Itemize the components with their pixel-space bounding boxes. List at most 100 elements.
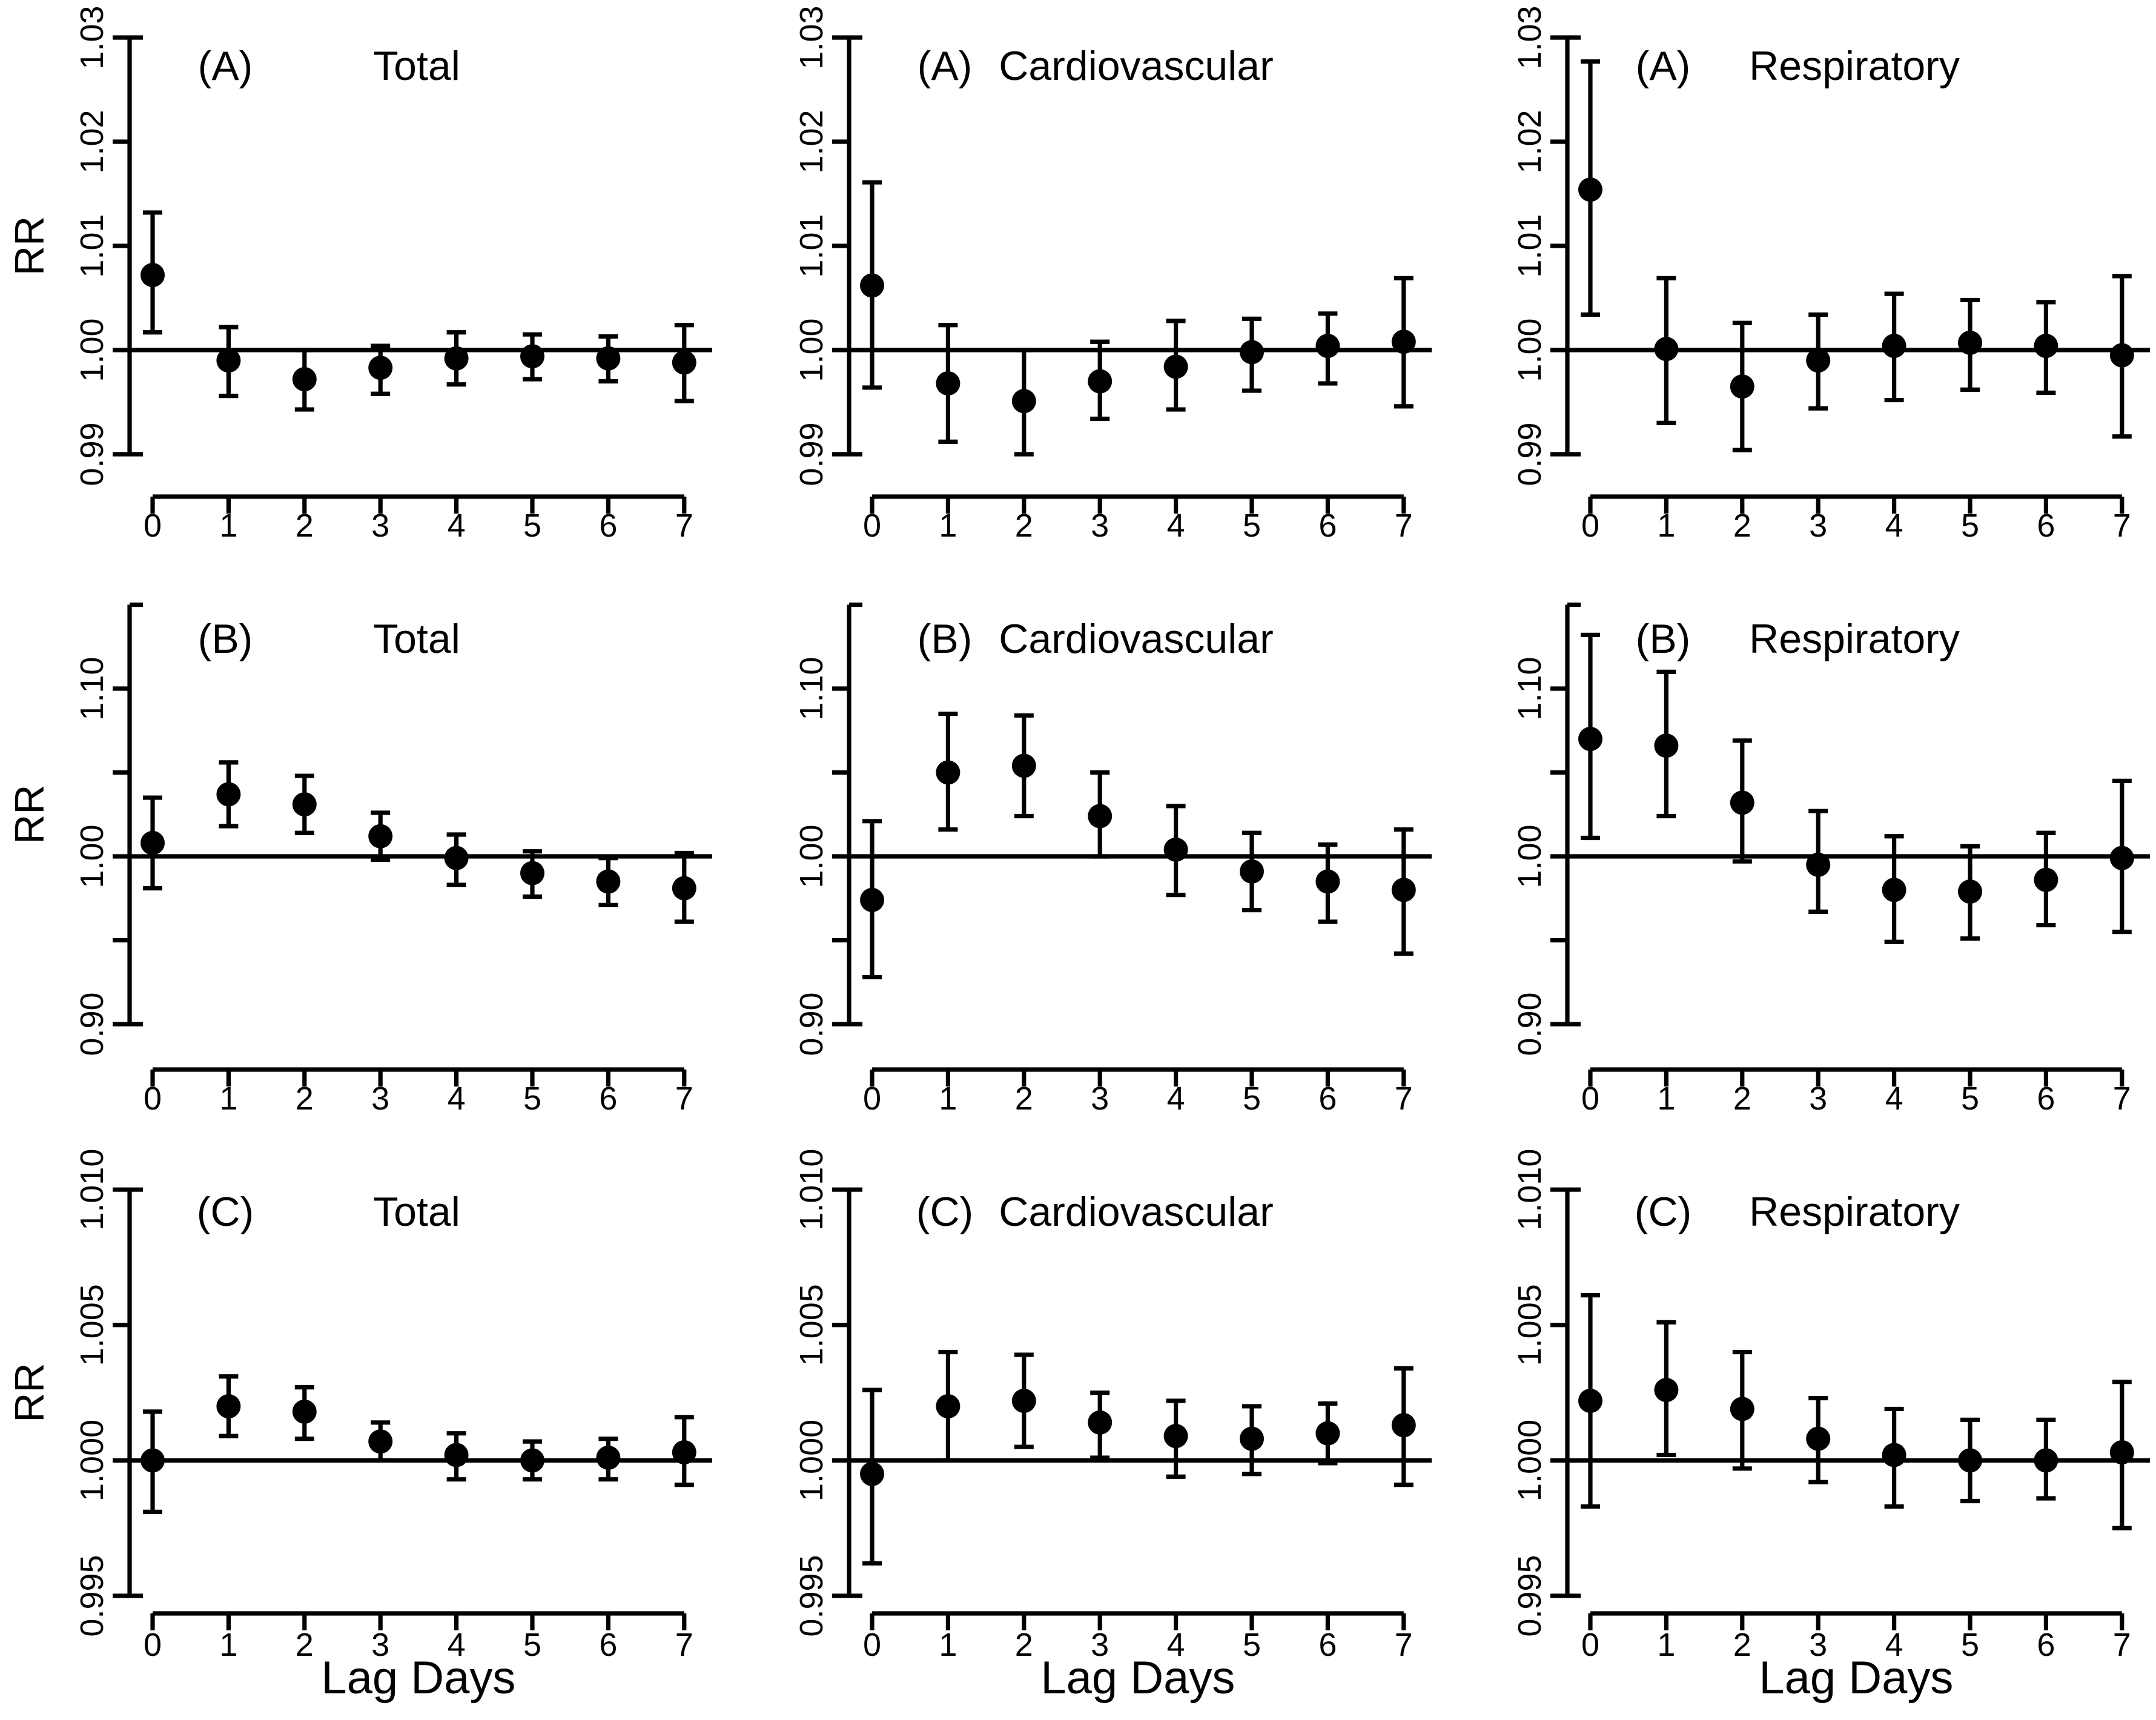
data-point [672,350,696,375]
data-point [1011,753,1036,778]
x-tick-label: 4 [1167,1080,1185,1117]
panel-label: (B) [198,616,253,662]
y-tick-label: 1.00 [793,824,830,888]
data-point [860,1461,884,1486]
panel-a-cardiovascular: 0.99 1.00 1.01 1.02 1.03 0 1 2 3 4 5 6 7 (A) Cardiovas… [719,0,1438,573]
panel-b-respiratory: 0.90 1.00 1.10 0 1 2 3 4 5 6 7 (B) Respiratory [1438,573,2156,1146]
data-point [1958,879,1982,904]
panel-b-respiratory-chart: 0.90 1.00 1.10 0 1 2 3 4 5 6 7 (B) Respiratory [1512,602,2150,1117]
panel-b-total-chart: 0.90 1.00 1.10 0 1 2 3 4 5 6 7 (B) Total RR [7,602,712,1117]
panel-title: Total [373,43,460,89]
data-point [1315,869,1340,894]
data-point [1240,340,1264,365]
x-tick-label: 3 [1091,1627,1109,1663]
x-tick-label: 2 [1733,1627,1751,1663]
data-point [1088,369,1113,394]
panel-label: (A) [918,43,973,89]
x-tick-label: 1 [1657,1080,1675,1117]
panel-title: Total [373,1189,460,1235]
panel-title: Cardiovascular [999,1189,1274,1235]
y-tick-label: 0.995 [74,1555,110,1636]
panel-a-cardiovascular-chart: 0.99 1.00 1.01 1.02 1.03 0 1 2 3 4 5 6 7 (A) Cardiovas… [793,5,1432,544]
data-point [216,1394,241,1418]
x-axis-label: Lag Days [1040,1652,1235,1704]
data-point [292,792,317,817]
x-tick-label: 5 [523,1080,541,1117]
data-point [936,371,961,396]
data-point [1578,177,1602,202]
data-point [2034,1448,2058,1473]
data-point [1391,878,1416,902]
data-point [1088,1410,1113,1435]
x-tick-label: 4 [1885,1080,1903,1117]
y-tick-label: 1.000 [793,1420,830,1501]
x-tick-label: 7 [1395,1080,1413,1117]
panel-a-total-chart: 0.99 1.00 1.01 1.02 1.03 0 1 2 3 4 5 6 7 (A) Total RR [7,5,712,544]
x-tick-label: 6 [2037,1627,2055,1663]
data-point [1882,1443,1906,1467]
x-tick-label: 3 [1809,508,1827,544]
panel-label: (B) [918,616,973,662]
x-tick-label: 4 [448,1627,466,1663]
y-tick-label: 1.010 [1512,1149,1548,1231]
y-tick-label: 1.000 [1512,1420,1548,1501]
y-tick-label: 1.00 [793,318,830,382]
y-tick-label: 1.02 [793,110,830,173]
data-point [1806,1426,1831,1451]
x-tick-label: 3 [1809,1080,1827,1117]
x-tick-label: 5 [1961,1080,1979,1117]
y-tick-label: 1.010 [793,1149,830,1231]
data-point [1163,354,1188,379]
x-tick-label: 7 [675,1080,693,1117]
data-point [1654,1378,1679,1403]
x-tick-label: 1 [1657,1627,1675,1663]
data-point [1391,329,1416,354]
panel-title: Cardiovascular [999,616,1274,662]
x-tick-label: 2 [296,508,314,544]
data-point [368,356,393,380]
y-tick-label: 1.01 [1512,214,1548,277]
data-point [520,1448,544,1473]
x-tick-label: 2 [296,1080,314,1117]
data-point [2109,845,2134,870]
x-tick-label: 6 [599,508,617,544]
data-point [216,348,241,373]
data-point [2034,867,2058,892]
data-point [672,1440,696,1464]
x-tick-label: 4 [1167,508,1185,544]
panel-label: (C) [916,1189,973,1235]
y-tick-label: 1.10 [74,657,110,720]
data-point [1578,727,1602,752]
data-point [292,1399,317,1424]
data-point [216,782,241,807]
panel-c-cardiovascular: 0.995 1.000 1.005 1.010 0 1 2 3 4 5 6 7 (C) Cardiovas… [719,1146,1438,1720]
panel-a-respiratory-chart: 0.99 1.00 1.01 1.02 1.03 0 1 2 3 4 5 6 7 (A) Respirato… [1512,5,2150,544]
data-point [860,888,884,913]
data-point [2109,343,2134,368]
x-tick-label: 5 [1961,1627,1979,1663]
y-tick-label: 1.02 [74,110,110,173]
x-tick-label: 2 [296,1627,314,1663]
x-tick-label: 1 [219,1080,237,1117]
y-tick-label: 1.02 [1512,110,1548,173]
data-point [141,830,165,855]
panel-title: Total [373,616,460,662]
x-tick-label: 6 [599,1627,617,1663]
data-point [1730,790,1754,815]
x-tick-label: 4 [1167,1627,1185,1663]
y-tick-label: 1.00 [1512,318,1548,382]
data-point [520,344,544,369]
x-axis-label: Lag Days [321,1652,515,1704]
x-tick-label: 4 [1885,1627,1903,1663]
data-point [368,824,393,848]
x-tick-label: 0 [863,1627,881,1663]
x-tick-label: 2 [1733,1080,1751,1117]
y-tick-label: 1.03 [1512,5,1548,69]
x-tick-label: 0 [1581,1080,1599,1117]
data-point [1088,804,1113,829]
x-tick-label: 4 [448,508,466,544]
data-point [292,367,317,392]
y-tick-label: 0.995 [793,1555,830,1636]
data-point [1163,837,1188,862]
